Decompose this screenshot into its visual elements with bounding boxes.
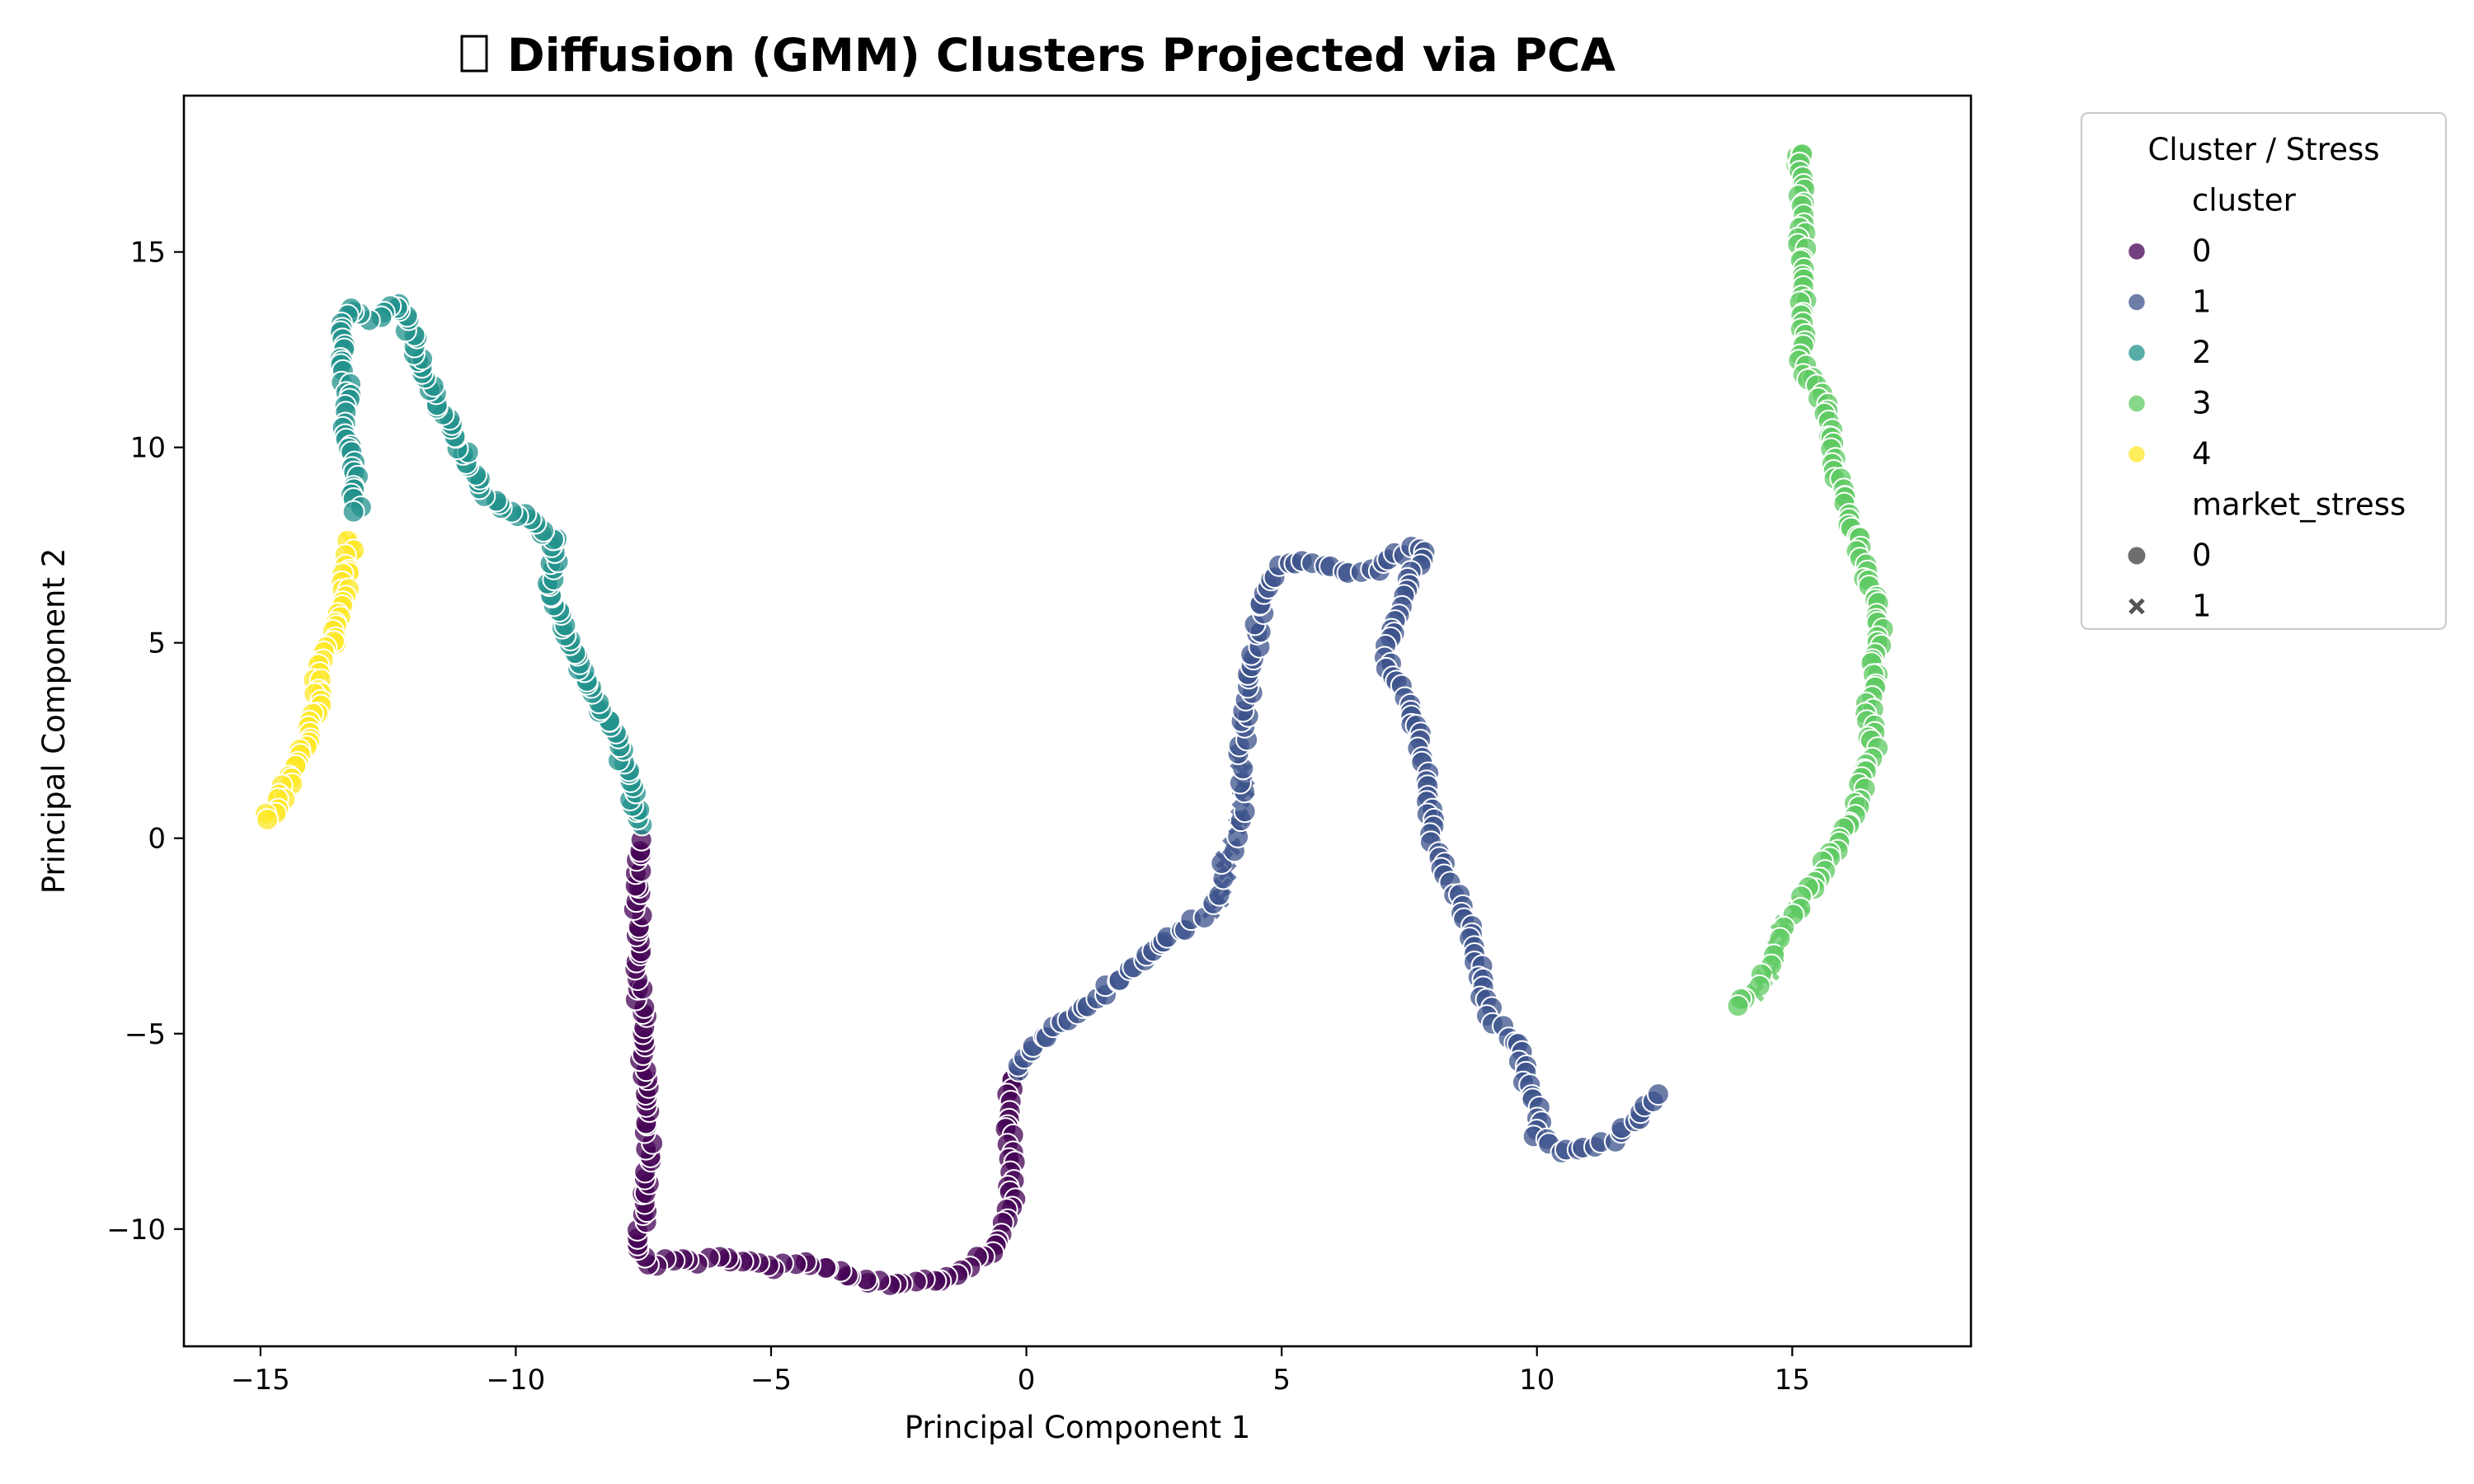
y-tick-label: 5	[148, 627, 166, 660]
plot-frame	[182, 94, 1973, 1348]
x-axis-label: Principal Component 1	[905, 1410, 1251, 1445]
legend-box	[2080, 111, 2448, 631]
legend-label-cluster-0: 0	[2192, 233, 2212, 269]
data-point	[1646, 1082, 1670, 1106]
y-tick-label: −5	[125, 1018, 166, 1051]
data-point	[341, 500, 365, 524]
legend-label-stress-1: 1	[2192, 589, 2212, 624]
series-cluster-0	[622, 828, 1028, 1297]
legend-marker-stress-0	[2128, 547, 2146, 565]
legend-marker-cluster-3	[2127, 394, 2147, 413]
legend-marker-cluster-2	[2127, 343, 2147, 363]
data-point	[1726, 994, 1750, 1018]
x-tick-label: 0	[1018, 1364, 1036, 1397]
legend-style-title: market_stress	[2192, 487, 2406, 523]
legend-marker-cluster-4	[2127, 444, 2147, 464]
x-tick-label: −5	[750, 1364, 792, 1397]
x-tick-label: 15	[1775, 1364, 1810, 1397]
legend-label-cluster-4: 4	[2192, 436, 2212, 472]
y-axis-label: Principal Component 2	[36, 548, 72, 895]
y-tick-label: 0	[148, 823, 166, 856]
series-cluster-1	[1006, 535, 1670, 1164]
legend-marker-cluster-1	[2127, 293, 2147, 312]
legend-title: Cluster / Stress	[2147, 132, 2379, 167]
series-cluster-2	[328, 292, 654, 837]
legend-marker-stress-1	[2128, 598, 2145, 615]
legend: Cluster / Stress cluster 0 1 2 3 4 market_stres…	[2080, 111, 2448, 631]
x-tick-label: −10	[487, 1364, 546, 1397]
x-tick-label: −15	[231, 1364, 290, 1397]
data-point	[256, 808, 280, 832]
legend-label-cluster-2: 2	[2192, 335, 2212, 370]
legend-marker-cluster-0	[2127, 242, 2147, 261]
legend-label-cluster-1: 1	[2192, 284, 2212, 320]
legend-label-stress-0: 0	[2192, 538, 2212, 573]
y-tick-label: −10	[106, 1214, 166, 1247]
legend-label-cluster-3: 3	[2192, 386, 2212, 421]
legend-hue-title: cluster	[2192, 183, 2297, 218]
y-tick-label: 15	[130, 237, 166, 270]
series-cluster-4	[254, 528, 366, 832]
series-cluster-3	[1726, 141, 1895, 1018]
y-tick-label: 10	[130, 432, 166, 465]
x-tick-label: 5	[1272, 1364, 1291, 1397]
title-missing-glyph-icon	[460, 35, 488, 73]
chart-title: Diffusion (GMM) Clusters Projected via P…	[507, 29, 1616, 82]
x-tick-label: 10	[1519, 1364, 1554, 1397]
